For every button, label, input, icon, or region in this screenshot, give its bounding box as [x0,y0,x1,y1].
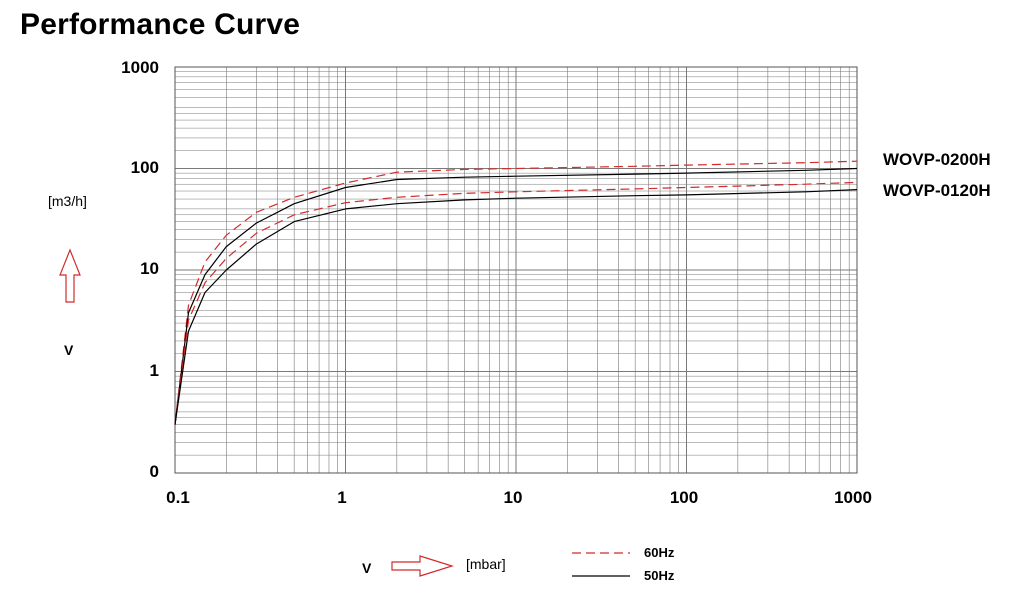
x-tick-label: 10 [503,488,523,507]
curve-wovp-0200h-60hz [174,160,858,425]
legend-60hz-label: 60Hz [644,545,675,560]
y-axis-unit: [m3/h] [48,193,87,209]
x-axis-unit: [mbar] [466,556,506,572]
y-tick-label: 1 [149,361,159,380]
page-title: Performance Curve [20,8,301,41]
plot-frame [174,66,858,474]
x-tick-label: 1000 [834,488,872,507]
x-tick-label: 100 [669,488,699,507]
curve-wovp-0200h-50hz [174,167,858,425]
x-axis-variable: V [362,560,372,576]
up-arrow-icon [59,248,81,303]
chart-curves [174,160,858,425]
series-label-wovp-0200h: WOVP-0200H [883,150,991,169]
y-tick-label: 0 [149,462,159,481]
chart-grid [174,66,858,474]
legend-50hz-label: 50Hz [644,568,675,583]
right-arrow-icon [391,555,455,577]
series-label-wovp-0120h: WOVP-0120H [883,181,991,200]
y-tick-label: 1000 [121,58,159,77]
y-axis-variable: V [64,342,74,358]
curve-wovp-0120h-50hz [174,189,858,425]
y-tick-label: 100 [130,158,159,177]
curve-wovp-0120h-60hz [174,181,858,425]
y-tick-label: 10 [140,259,159,278]
x-tick-label: 0.1 [166,488,190,507]
x-tick-label: 1 [337,488,347,507]
